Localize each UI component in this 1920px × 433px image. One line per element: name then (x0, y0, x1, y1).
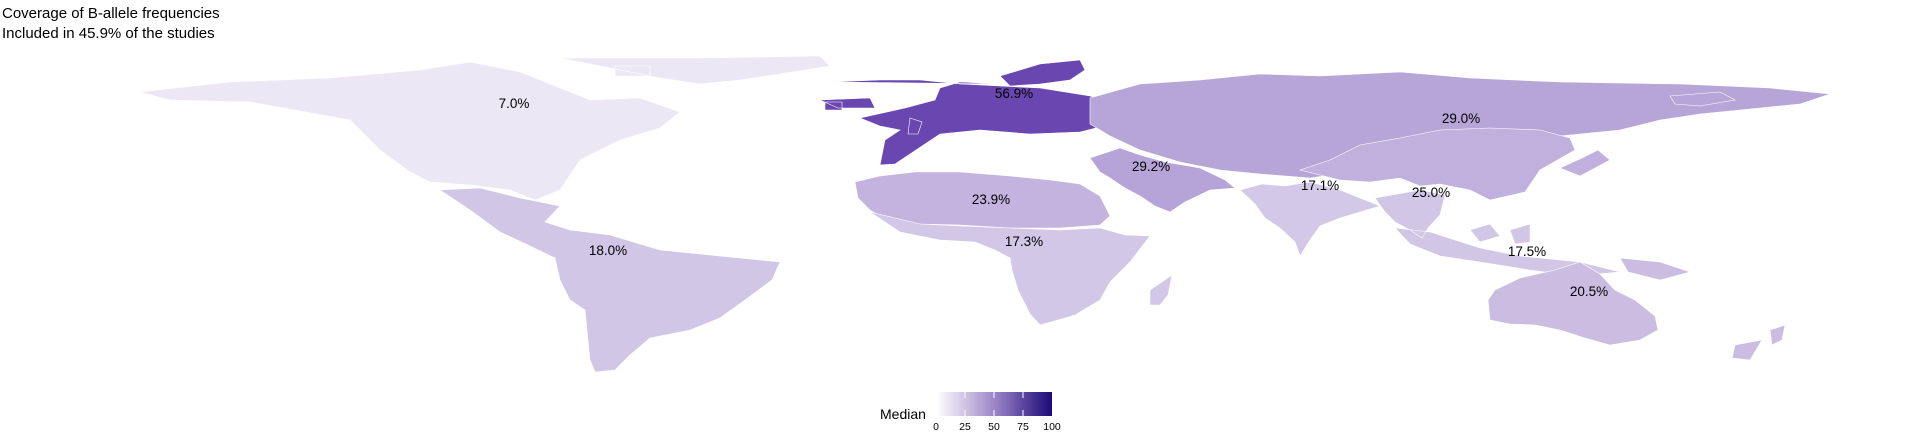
region-russia-central-asia (1089, 71, 1831, 179)
region-north-america (139, 55, 831, 201)
region-middle-east (1089, 147, 1236, 213)
legend-tick-label: 0 (933, 421, 939, 433)
map-labels: 7.0% 18.0% 56.9% 29.0% 29.2% 23.9% 17.3% 17.1% 2… (499, 86, 1609, 299)
legend-colorbar (936, 392, 1052, 416)
region-label-russia-central-asia: 29.0% (1442, 111, 1480, 126)
region-label-north-africa: 23.9% (972, 192, 1010, 207)
map-regions (139, 55, 1831, 373)
region-label-southeast-asia: 17.5% (1508, 244, 1546, 259)
region-latin-america (439, 187, 781, 373)
region-label-south-asia: 17.1% (1301, 178, 1339, 193)
region-sub-saharan-africa (869, 211, 1173, 326)
legend-tick-label: 75 (1017, 421, 1029, 433)
region-label-latin-america: 18.0% (589, 243, 627, 258)
region-label-europe: 56.9% (995, 86, 1033, 101)
map-title: Coverage of B-allele frequencies (2, 5, 220, 22)
region-label-middle-east: 29.2% (1132, 159, 1170, 174)
region-label-sub-saharan-africa: 17.3% (1005, 234, 1043, 249)
region-label-north-america: 7.0% (499, 96, 530, 111)
region-oceania (1487, 257, 1786, 361)
region-label-oceania: 20.5% (1570, 284, 1608, 299)
region-southeast-asia (1374, 189, 1621, 277)
legend-title: Median (880, 406, 926, 422)
region-east-asia (1298, 127, 1611, 201)
region-south-asia (1239, 181, 1381, 257)
legend-tick-label: 25 (959, 421, 971, 433)
map-subtitle: Included in 45.9% of the studies (2, 25, 215, 42)
legend-tick-label: 50 (988, 421, 1000, 433)
legend-tick-label: 100 (1043, 421, 1061, 433)
region-europe (819, 59, 1121, 166)
region-label-east-asia: 25.0% (1412, 185, 1450, 200)
